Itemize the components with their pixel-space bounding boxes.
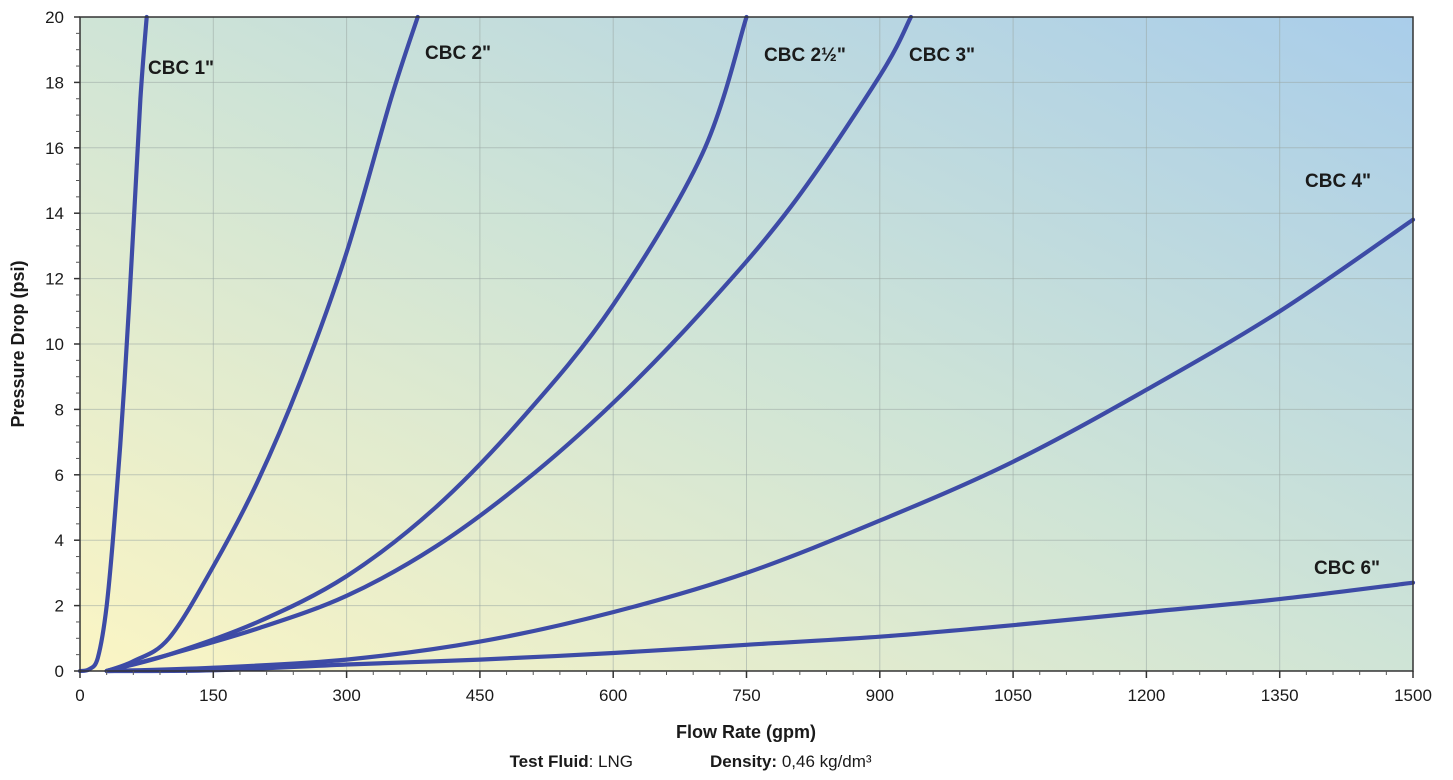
y-tick-label: 14 — [45, 204, 64, 223]
series-line-cbc-2-5 — [104, 14, 749, 674]
y-tick-label: 20 — [45, 8, 64, 27]
x-tick-label: 1050 — [994, 686, 1032, 705]
test-fluid-note: Test Fluid: LNG — [510, 752, 633, 771]
test-fluid-label: Test Fluid — [510, 752, 589, 771]
x-tick-label: 450 — [466, 686, 494, 705]
y-tick-label: 2 — [55, 597, 64, 616]
series-line-cbc-3 — [104, 14, 913, 674]
test-fluid-value: LNG — [598, 752, 633, 771]
y-tick-label: 8 — [55, 400, 64, 419]
density-note: Density: 0,46 kg/dm³ — [710, 752, 872, 771]
x-tick-label: 1500 — [1394, 686, 1432, 705]
series-label-cbc-4: CBC 4" — [1305, 171, 1371, 192]
x-tick-label: 150 — [199, 686, 227, 705]
grid — [80, 17, 1413, 671]
series-line-cbc-2 — [104, 14, 420, 674]
series-line-cbc-6 — [104, 580, 1416, 674]
x-tick-label: 600 — [599, 686, 627, 705]
series-line-cbc-1 — [77, 14, 149, 674]
x-tick-label: 300 — [332, 686, 360, 705]
y-tick-label: 10 — [45, 335, 64, 354]
x-tick-label: 0 — [75, 686, 84, 705]
x-tick-label: 1350 — [1261, 686, 1299, 705]
series-label-cbc-6: CBC 6" — [1314, 558, 1380, 579]
series-label-cbc-2: CBC 2" — [425, 43, 491, 64]
density-label: Density: — [710, 752, 777, 771]
x-axis-title: Flow Rate (gpm) — [676, 722, 816, 742]
series-line-cbc-4 — [104, 217, 1416, 674]
x-tick-label: 1200 — [1127, 686, 1165, 705]
series-label-cbc-3: CBC 3" — [909, 45, 975, 66]
x-tick-label: 900 — [866, 686, 894, 705]
x-tick-label: 750 — [732, 686, 760, 705]
y-tick-label: 4 — [55, 531, 64, 550]
y-tick-label: 18 — [45, 73, 64, 92]
series-label-cbc-1: CBC 1" — [148, 58, 214, 79]
axis-ticks: 0 150 300 450 600 750 900 1050 1200 1350 1500 0 2 4 6 8… — [45, 8, 1432, 705]
y-axis-title: Pressure Drop (psi) — [8, 260, 28, 427]
series-group — [77, 14, 1416, 674]
series-labels: CBC 1" CBC 2" CBC 2½" CBC 3" CBC 4" CBC 6" — [148, 43, 1380, 579]
test-fluid-colon: : — [589, 752, 598, 771]
y-tick-label: 6 — [55, 466, 64, 485]
y-tick-label: 12 — [45, 270, 64, 289]
y-tick-label: 0 — [55, 662, 64, 681]
series-label-cbc-2-5: CBC 2½" — [764, 45, 846, 66]
y-tick-label: 16 — [45, 139, 64, 158]
density-value: 0,46 kg/dm³ — [782, 752, 872, 771]
